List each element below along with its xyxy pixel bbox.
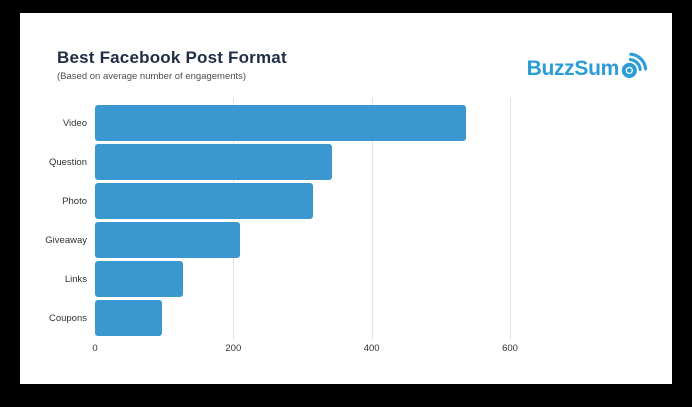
page-title: Best Facebook Post Format [57,48,287,67]
chart-subtitle: (Based on average number of engagements) [57,70,247,82]
broadcast-o-icon [621,52,648,78]
x-tick-label: 600 [502,343,518,354]
gridline-x-400 [371,98,373,340]
bar-question [95,144,332,180]
bar-coupons [95,300,163,336]
bar-row: Links [20,261,672,297]
bar-giveaway [95,222,240,258]
bar-row: Giveaway [20,222,672,258]
category-label: Giveaway [45,234,87,246]
x-tick-label: 400 [363,343,380,354]
bar-row: Photo [20,183,672,219]
x-axis: 0 200 400 600 [20,343,672,357]
category-label: Photo [62,195,87,207]
bar-rows: Video Question Photo Giveaway Links Coupons [20,105,672,339]
bar-photo [95,183,313,219]
bar-row: Coupons [20,300,672,336]
bar-row: Video [20,105,672,141]
x-tick-label: 0 [92,343,98,354]
gridline-x-600 [510,98,512,340]
bar-chart: Video Question Photo Giveaway Links Coupons 0… [20,13,672,384]
x-tick-label: 200 [225,343,242,354]
buzzsumo-logo: BuzzSum [527,51,648,79]
chart-header: Best Facebook Post Format (Based on aver… [57,48,287,82]
chart-card: Video Question Photo Giveaway Links Coupons 0… [20,13,672,384]
bar-row: Question [20,144,672,180]
gridline-x-200 [233,98,235,340]
category-label: Links [64,273,87,285]
category-label: Question [48,156,87,168]
bar-video [95,105,467,141]
bar-links [95,261,183,297]
category-label: Coupons [48,312,87,324]
category-label: Video [62,117,87,129]
buzzsumo-logo-text: BuzzSum [526,57,620,80]
